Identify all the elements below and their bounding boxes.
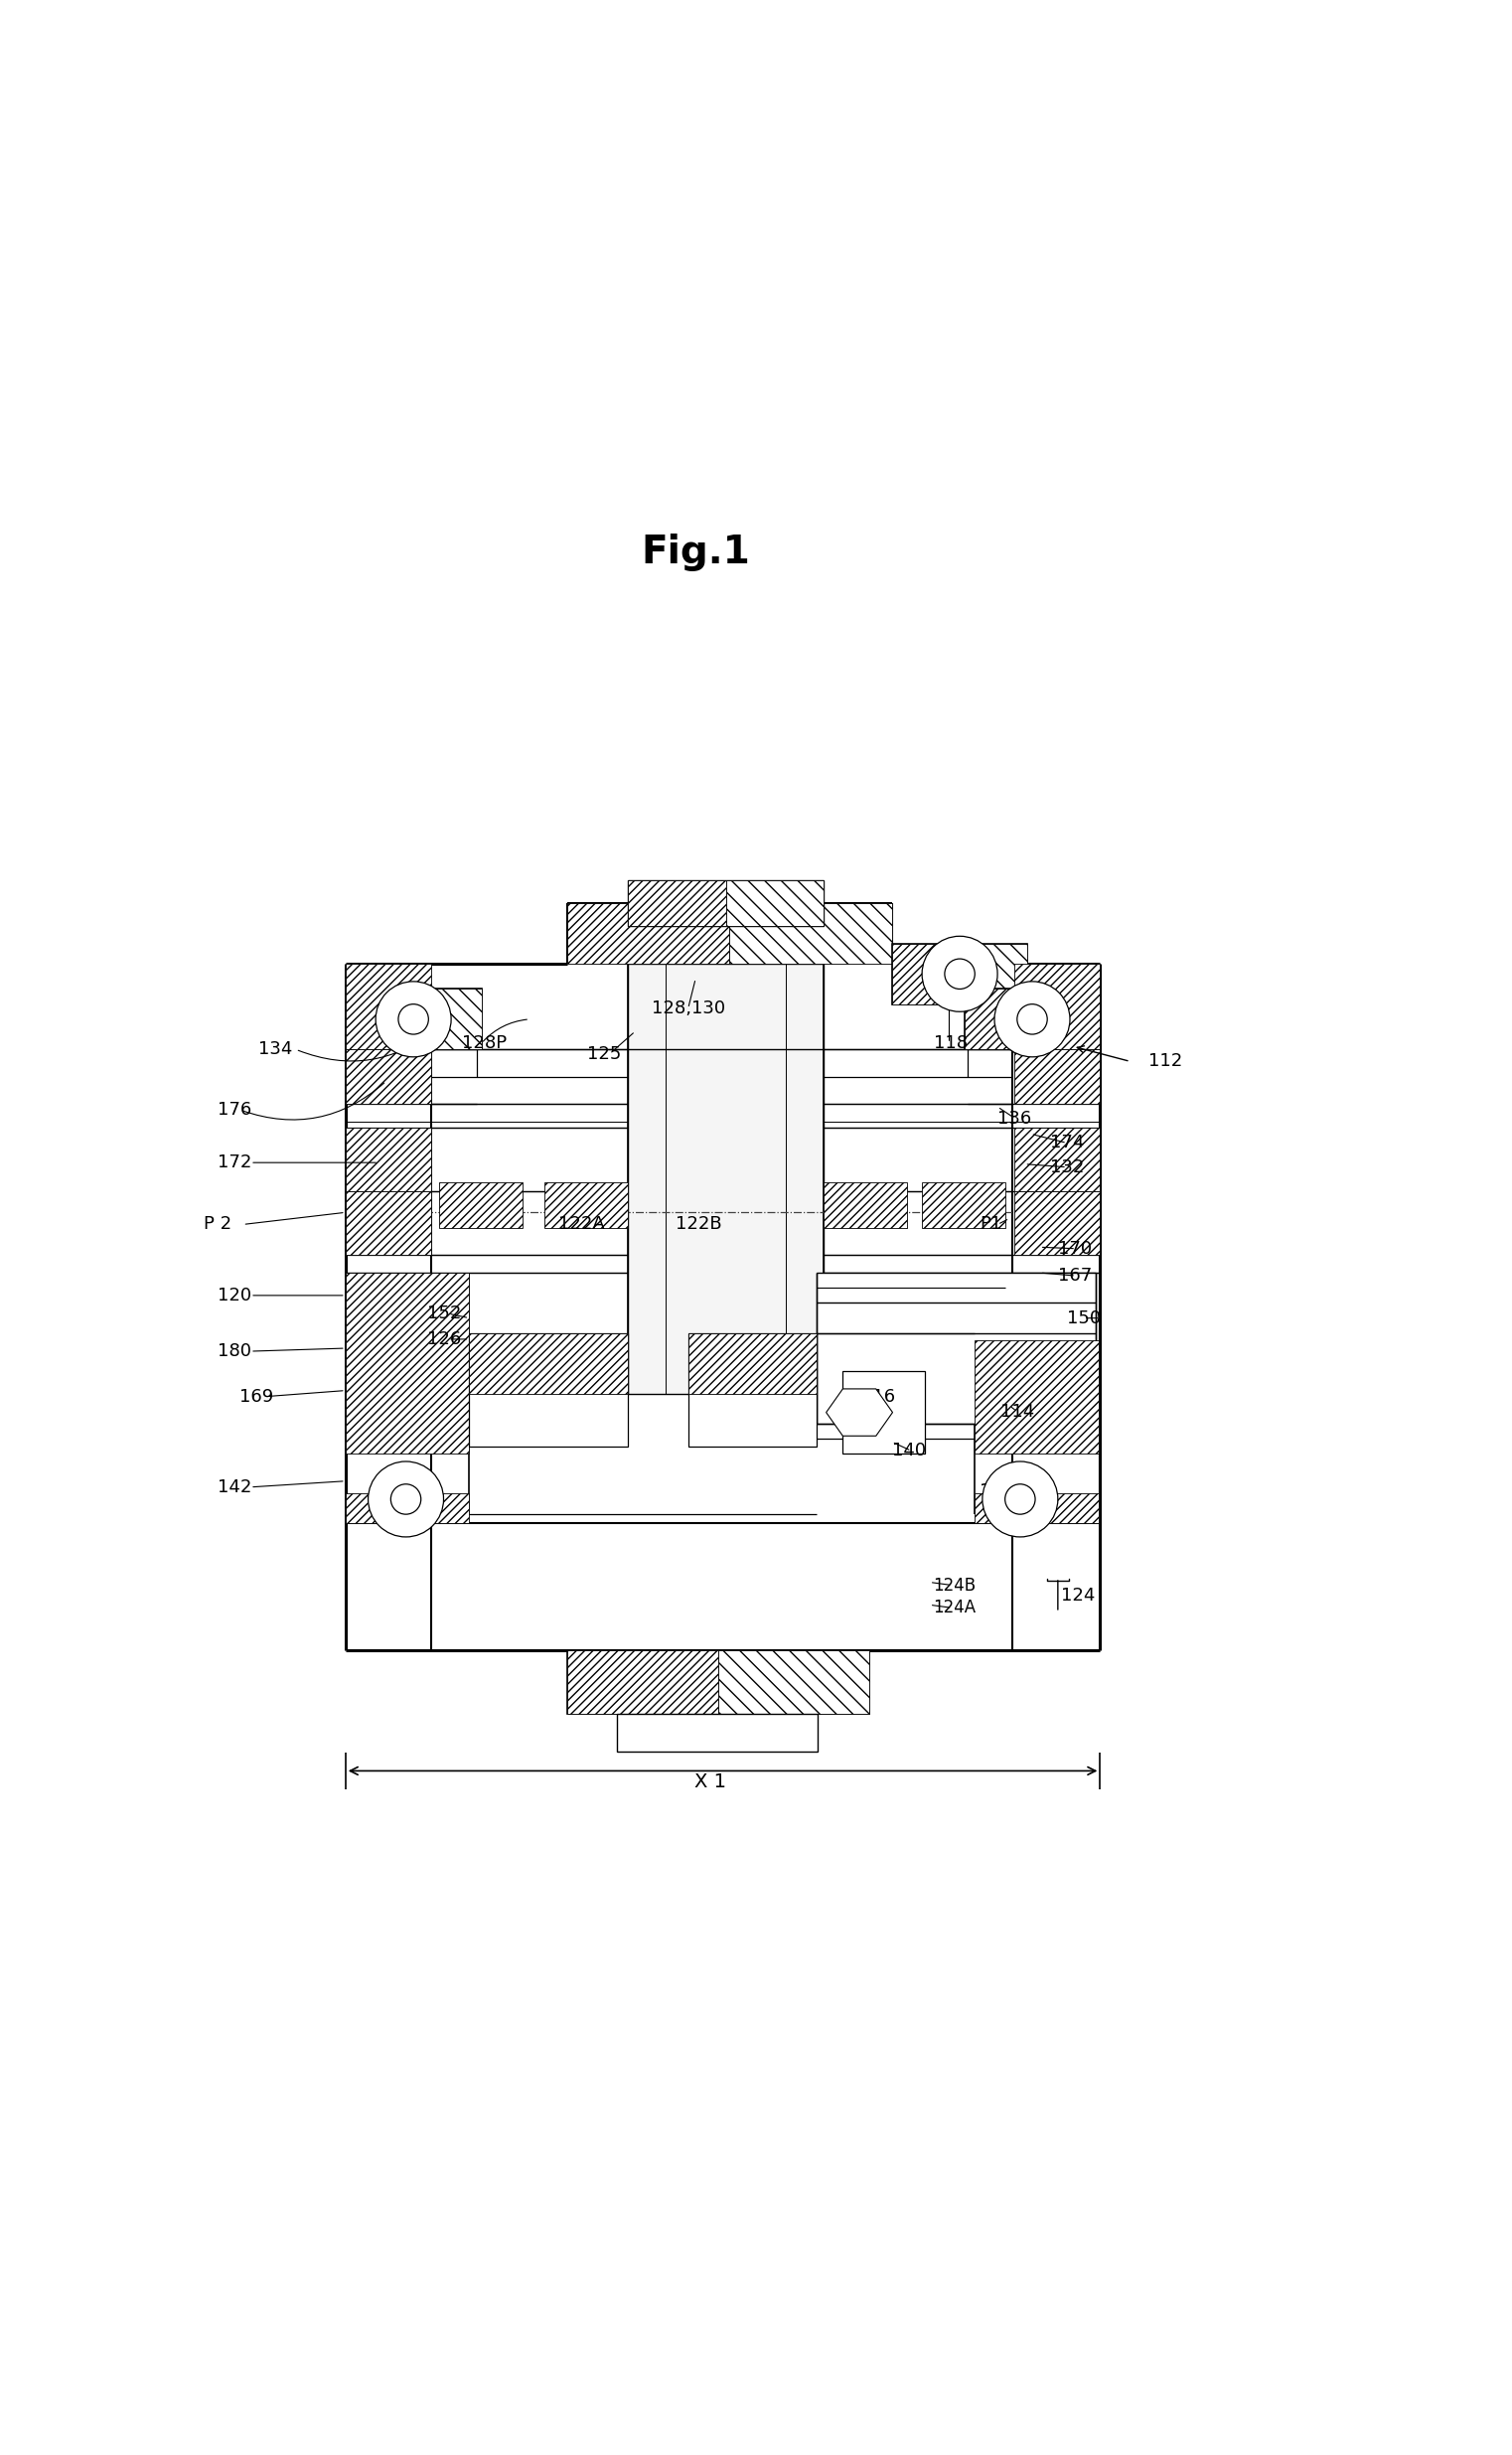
Text: 120: 120 — [218, 1286, 251, 1304]
Bar — [469, 1333, 627, 1394]
Bar — [1033, 989, 1101, 1048]
Text: 124A: 124A — [933, 1598, 975, 1618]
Text: 128P: 128P — [461, 1034, 507, 1053]
Text: P1: P1 — [980, 1215, 1001, 1232]
Bar — [627, 881, 824, 926]
Text: 122B: 122B — [676, 1215, 723, 1232]
Text: 150: 150 — [1067, 1309, 1101, 1328]
Bar — [824, 1183, 907, 1228]
Circle shape — [995, 982, 1070, 1058]
Bar — [567, 903, 730, 962]
Text: 114: 114 — [1001, 1402, 1034, 1421]
Bar — [413, 989, 481, 1048]
Bar — [544, 1183, 627, 1228]
Bar — [965, 989, 1033, 1048]
Circle shape — [390, 1485, 420, 1515]
Text: 169: 169 — [240, 1387, 274, 1407]
Text: 140: 140 — [892, 1441, 925, 1461]
Bar — [892, 943, 1028, 1004]
Bar — [469, 1333, 627, 1446]
Bar — [345, 1191, 431, 1255]
Circle shape — [367, 1461, 443, 1537]
Text: X 1: X 1 — [696, 1773, 727, 1790]
Text: 138: 138 — [386, 1031, 420, 1048]
Bar — [345, 1127, 431, 1191]
Bar — [438, 1183, 522, 1228]
Text: 122A: 122A — [558, 1215, 605, 1232]
Circle shape — [375, 982, 451, 1058]
Text: 118: 118 — [934, 1034, 968, 1053]
Circle shape — [922, 935, 998, 1011]
Bar — [688, 1333, 816, 1446]
Bar — [345, 989, 481, 1048]
Text: P 2: P 2 — [204, 1215, 231, 1232]
Text: 142: 142 — [218, 1478, 251, 1495]
Bar — [345, 962, 431, 1048]
Circle shape — [983, 1461, 1058, 1537]
Bar — [345, 989, 413, 1048]
Bar — [842, 1370, 925, 1453]
Bar — [688, 1333, 816, 1394]
Bar — [816, 1272, 1096, 1424]
Text: 126: 126 — [426, 1331, 461, 1348]
Text: 124: 124 — [1061, 1586, 1095, 1606]
Text: 176: 176 — [218, 1100, 251, 1119]
Circle shape — [398, 1004, 428, 1034]
Text: 170: 170 — [1058, 1240, 1092, 1257]
Bar — [345, 1493, 469, 1525]
Text: 152: 152 — [426, 1304, 461, 1323]
Bar — [567, 1650, 869, 1714]
Bar — [965, 989, 1101, 1048]
Polygon shape — [826, 1390, 892, 1436]
Text: 125: 125 — [587, 1046, 621, 1063]
Bar — [627, 962, 824, 1394]
Text: Fig.1: Fig.1 — [641, 533, 750, 572]
Text: 112: 112 — [1149, 1053, 1182, 1070]
Text: 136: 136 — [998, 1110, 1031, 1127]
Text: 134A: 134A — [980, 1483, 1025, 1500]
Bar — [975, 1340, 1099, 1453]
Text: 124B: 124B — [933, 1576, 975, 1593]
Bar — [1015, 962, 1101, 1048]
Bar — [627, 881, 726, 926]
Bar — [345, 1048, 431, 1105]
Text: 180: 180 — [218, 1343, 251, 1360]
Bar — [960, 943, 1028, 1004]
Bar — [1015, 1048, 1101, 1105]
Bar — [975, 1493, 1099, 1525]
Bar — [730, 903, 892, 962]
Bar — [922, 1183, 1005, 1228]
Bar — [345, 1272, 469, 1453]
Text: 134: 134 — [259, 1041, 292, 1058]
Text: 132: 132 — [1051, 1159, 1084, 1176]
Text: 128,130: 128,130 — [652, 999, 724, 1016]
Bar — [892, 943, 960, 1004]
Circle shape — [1018, 1004, 1048, 1034]
Text: 167: 167 — [1058, 1267, 1092, 1284]
Circle shape — [945, 960, 975, 989]
Bar — [1015, 1191, 1101, 1255]
Circle shape — [1005, 1485, 1036, 1515]
Text: 172: 172 — [218, 1154, 251, 1171]
Text: 174: 174 — [1051, 1134, 1084, 1151]
Bar — [1015, 1127, 1101, 1191]
Bar — [567, 1650, 718, 1714]
Bar — [726, 881, 824, 926]
Text: 116: 116 — [862, 1387, 895, 1407]
Bar — [718, 1650, 869, 1714]
Bar — [617, 1714, 818, 1750]
